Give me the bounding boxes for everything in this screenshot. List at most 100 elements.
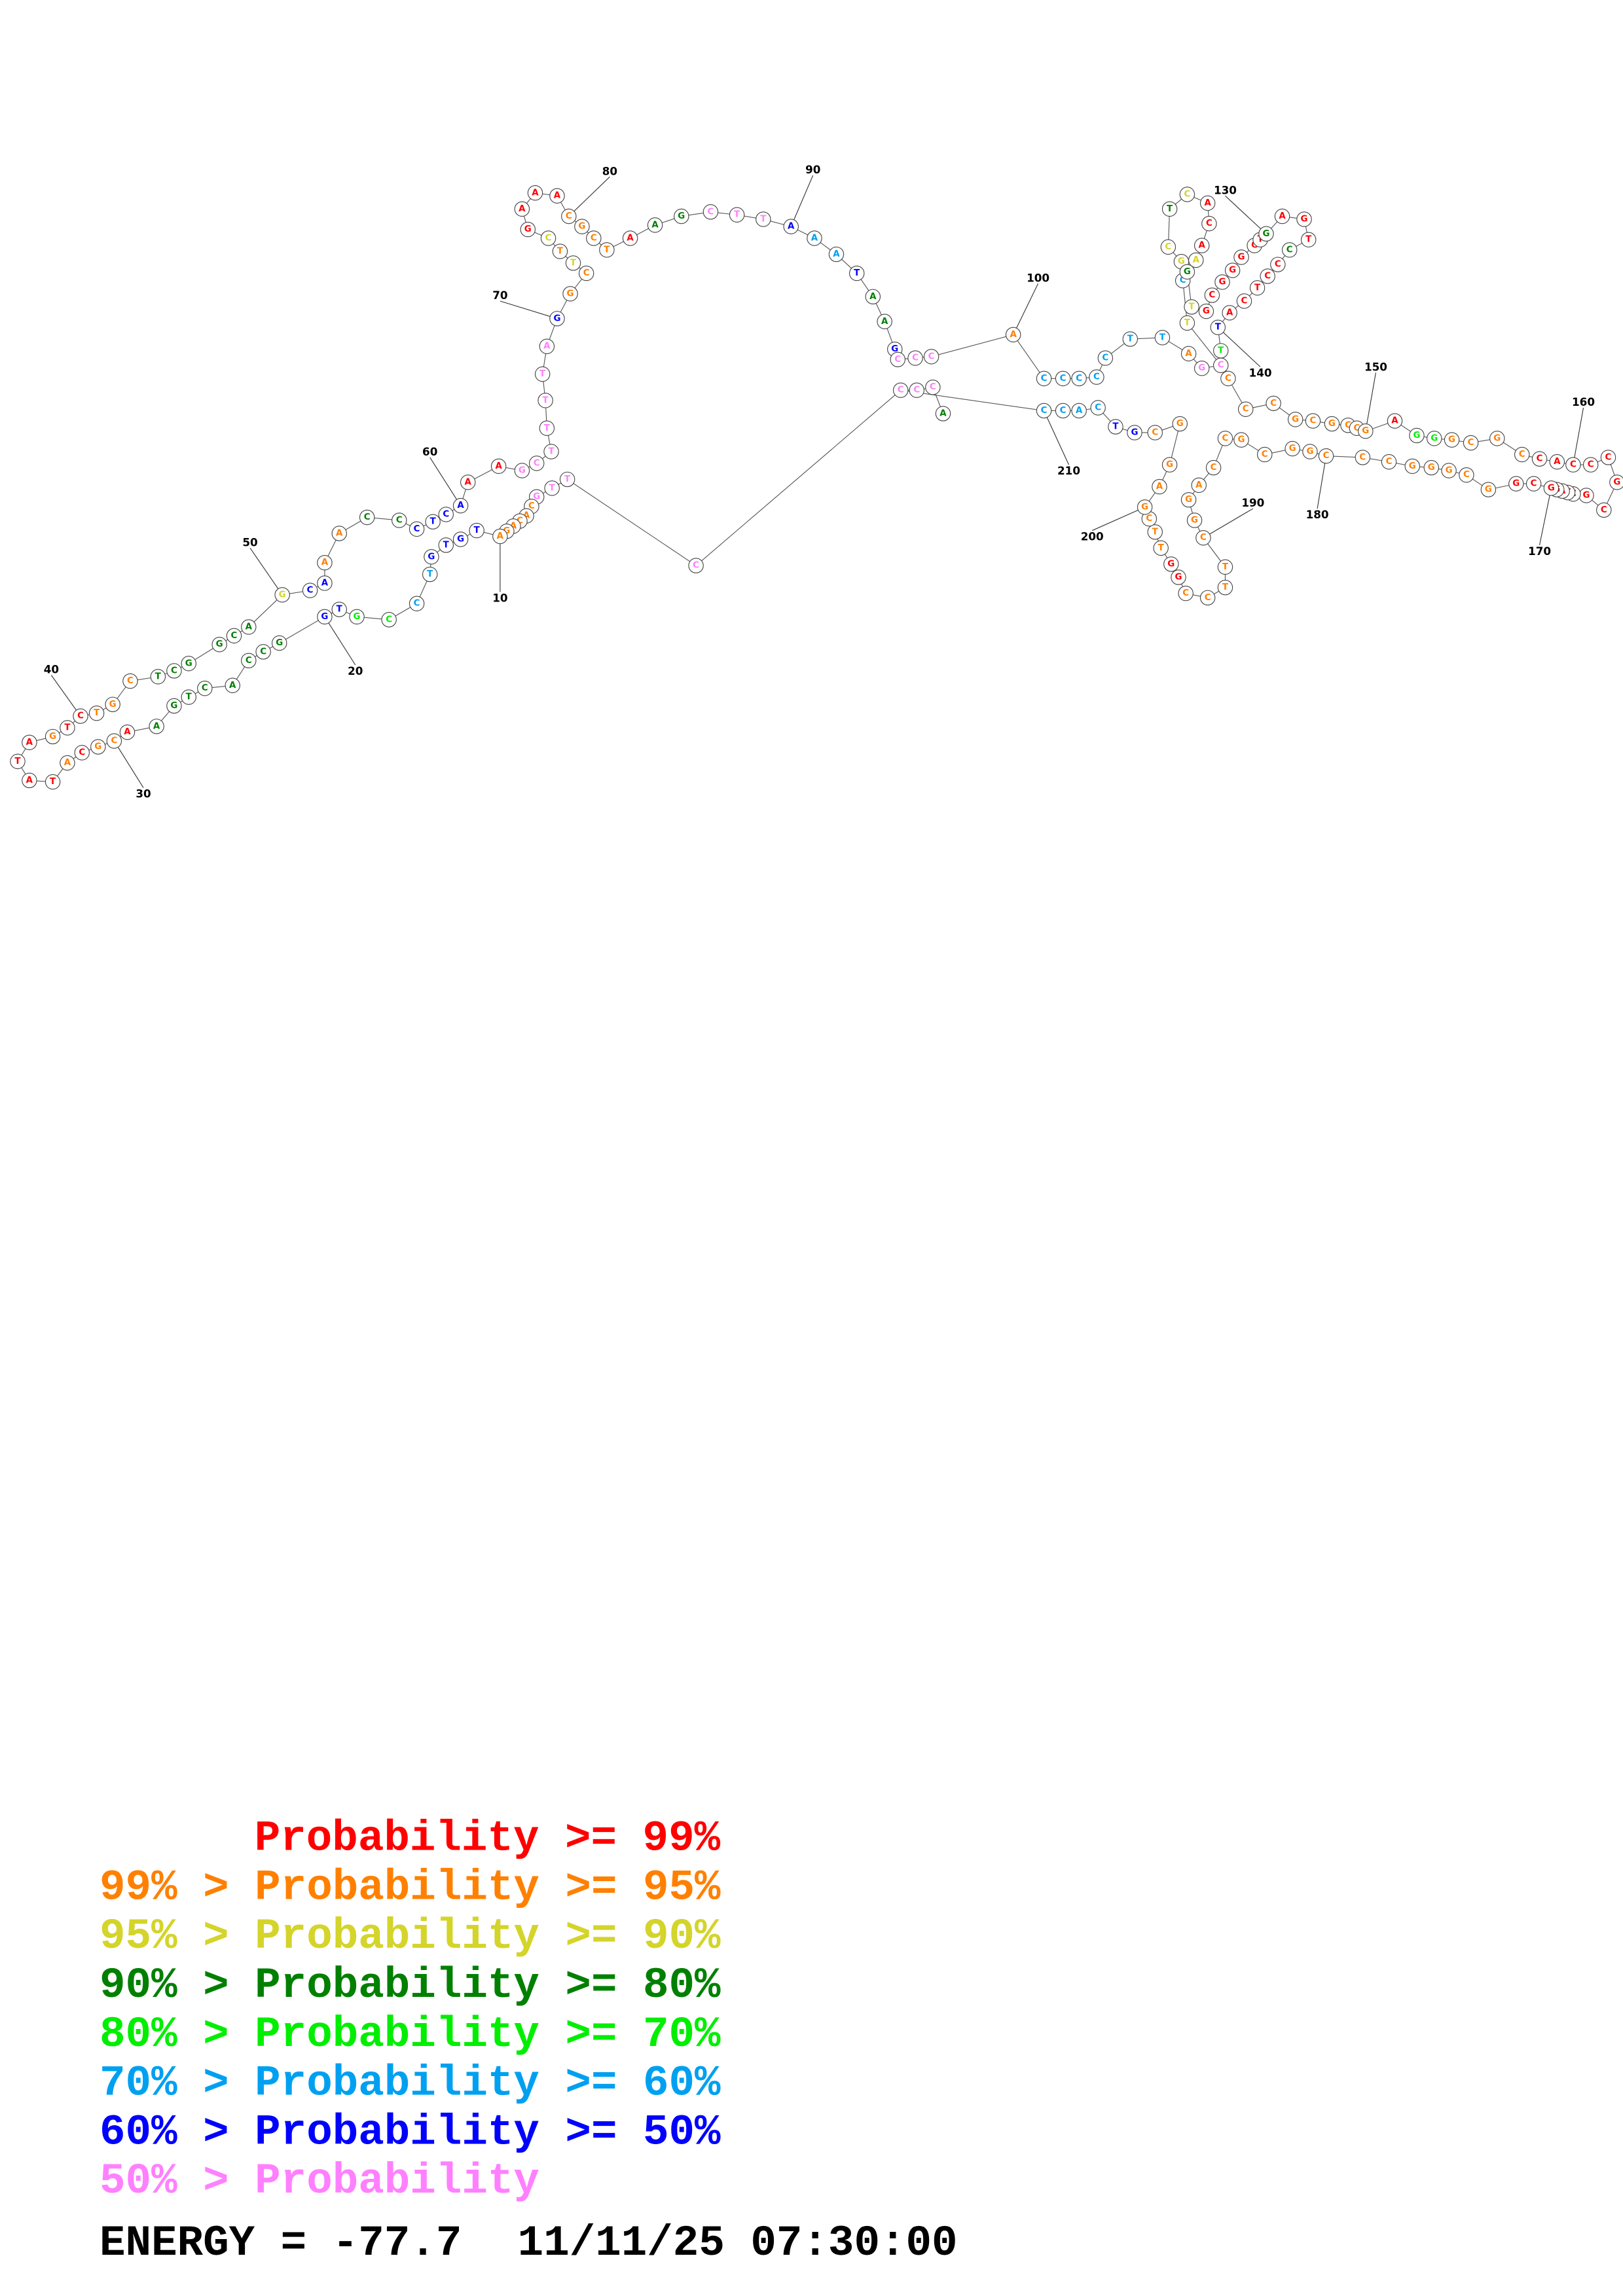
nucleotide: C xyxy=(1060,374,1067,384)
nucleotide-circle xyxy=(331,526,347,541)
nucleotide: C xyxy=(1200,533,1207,543)
backbone-link xyxy=(900,389,1044,412)
nucleotide-circle xyxy=(534,366,551,382)
nucleotide-circle xyxy=(1427,431,1442,446)
nucleotide: G xyxy=(1409,461,1416,471)
nucleotide: G xyxy=(1185,495,1192,505)
nucleotide-circle xyxy=(1423,459,1440,476)
nucleotide-circle xyxy=(1249,280,1266,296)
nucleotide-circle xyxy=(756,211,771,227)
nucleotide: C xyxy=(1386,457,1393,467)
nucleotide: T xyxy=(50,777,56,787)
nucleotide-circle xyxy=(409,596,425,611)
nucleotide: T xyxy=(543,395,549,405)
nucleotide: A xyxy=(627,233,634,243)
nucleotide: A xyxy=(881,317,888,327)
nucleotide: T xyxy=(1112,422,1119,432)
nucleotide: A xyxy=(523,511,530,521)
nucleotide-circle xyxy=(1089,369,1104,385)
position-label: 40 xyxy=(44,663,59,676)
nucleotide: C xyxy=(1531,479,1537,489)
nucleotide: G xyxy=(503,526,510,536)
position-label: 100 xyxy=(1027,271,1049,284)
nucleotide-circle xyxy=(1137,499,1153,515)
nucleotide-circle xyxy=(562,286,578,302)
nucleotide-circle xyxy=(1122,331,1139,347)
nucleotide-circle xyxy=(1055,403,1071,419)
nucleotide: G xyxy=(533,492,540,502)
nucleotide-circle xyxy=(22,772,37,789)
nucleotide-circle xyxy=(807,230,822,246)
position-label: 190 xyxy=(1241,496,1264,509)
nucleotide-circle xyxy=(225,677,240,693)
nucleotide: T xyxy=(64,723,71,733)
nucleotide: G xyxy=(1328,419,1336,429)
nucleotide: C xyxy=(1309,416,1316,426)
position-label: 130 xyxy=(1214,183,1237,196)
nucleotide: C xyxy=(1152,427,1158,437)
nucleotide: C xyxy=(913,386,920,395)
nucleotide-circle xyxy=(1224,262,1241,278)
nucleotide: G xyxy=(1448,435,1455,445)
nucleotide-circle xyxy=(674,208,689,224)
position-leader xyxy=(1573,407,1584,465)
nucleotide-circle xyxy=(1090,400,1106,416)
nucleotide: A xyxy=(124,727,131,737)
nucleotide-circle xyxy=(1191,477,1207,493)
nucleotide-circle xyxy=(559,471,575,488)
nucleotide-circle xyxy=(1217,559,1233,575)
nucleotide: T xyxy=(1222,562,1229,572)
nucleotide-circle xyxy=(73,708,88,724)
nucleotide: G xyxy=(1238,253,1245,262)
nucleotide-circle xyxy=(1489,431,1505,446)
nucleotide: C xyxy=(111,736,117,746)
position-leader xyxy=(1225,195,1267,234)
nucleotide: A xyxy=(939,408,947,418)
nucleotide-circle xyxy=(1186,512,1203,528)
nucleotide: C xyxy=(1353,423,1360,433)
nucleotide: A xyxy=(229,681,236,691)
nucleotide-circle xyxy=(1296,211,1312,227)
nucleotide: T xyxy=(549,483,556,493)
nucleotide-circle xyxy=(1071,370,1087,387)
nucleotide-circle xyxy=(60,720,75,736)
timestamp: 11/11/25 07:30:00 xyxy=(518,2219,958,2268)
nucleotide: C xyxy=(1286,245,1293,255)
nucleotide-circle xyxy=(241,619,257,635)
nucleotide-circle xyxy=(543,444,559,459)
nucleotide-circle xyxy=(702,204,719,220)
nucleotide: C xyxy=(396,515,403,525)
nucleotide: A xyxy=(497,531,504,541)
nucleotide: T xyxy=(1184,318,1191,328)
nucleotide-circle xyxy=(1270,257,1286,272)
nucleotide: C xyxy=(1262,450,1268,459)
nucleotide: C xyxy=(1180,276,1186,285)
nucleotide-circle xyxy=(552,243,568,259)
nucleotide: G xyxy=(1131,427,1138,437)
nucleotide: A xyxy=(1193,255,1200,265)
nucleotide-circle xyxy=(877,314,892,329)
nucleotide: G xyxy=(1485,485,1492,495)
nucleotide: C xyxy=(708,207,714,217)
nucleotide: T xyxy=(94,708,100,718)
legend-entry: 60% > Probability >= 50% xyxy=(100,2108,721,2157)
nucleotide: C xyxy=(1206,219,1213,228)
nucleotide: C xyxy=(1468,438,1474,448)
position-leader xyxy=(1092,507,1145,531)
nucleotide: C xyxy=(79,747,85,757)
nucleotide-circle xyxy=(1097,350,1114,366)
nucleotide-circle xyxy=(528,456,545,471)
nucleotide: T xyxy=(155,672,162,681)
nucleotide-circle xyxy=(1582,457,1599,473)
nucleotide-circle xyxy=(1305,413,1321,429)
position-leader xyxy=(1539,488,1552,546)
position-leader xyxy=(1203,508,1254,539)
nucleotide-circle xyxy=(122,673,138,689)
legend-entry: 99% > Probability >= 95% xyxy=(100,1863,721,1912)
nucleotide-circle xyxy=(1160,239,1176,255)
nucleotide: A xyxy=(554,191,561,201)
nucleotide-circle xyxy=(317,554,333,571)
nucleotide: G xyxy=(678,211,685,221)
nucleotide-circle xyxy=(425,514,441,529)
